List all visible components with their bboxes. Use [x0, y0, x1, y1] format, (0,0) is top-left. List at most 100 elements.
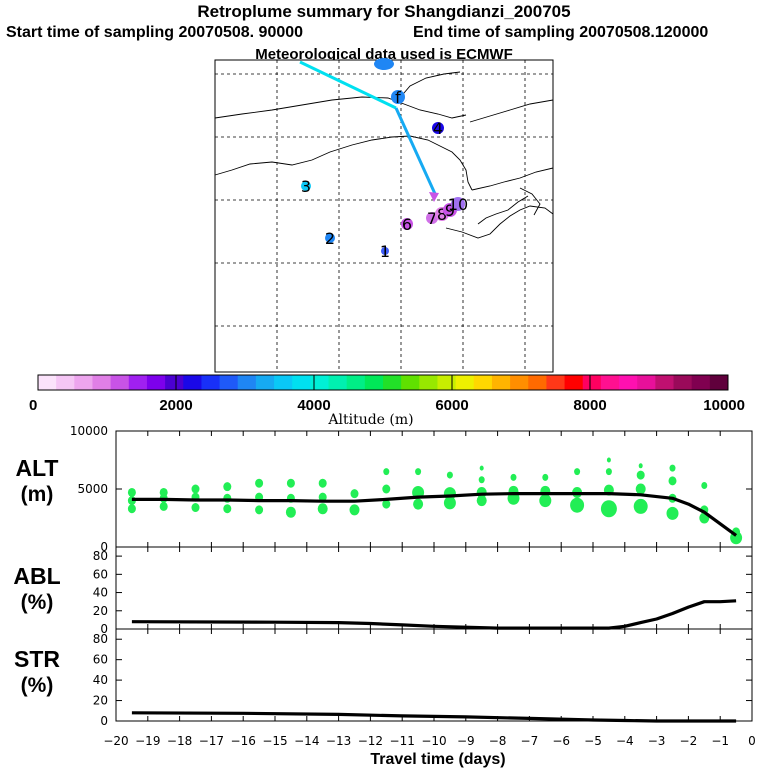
scatter-point: [542, 473, 549, 481]
colorbar-swatch: [74, 375, 93, 390]
x-tick-label: −18: [167, 734, 192, 748]
map-graticule: [215, 60, 553, 372]
colorbar-swatch: [655, 375, 675, 390]
marker-dot: [325, 233, 335, 243]
colorbar-swatch: [546, 375, 566, 390]
scatter-point: [382, 484, 391, 494]
map-frame: [214, 59, 554, 373]
colorbar-swatch: [310, 375, 330, 390]
x-tick-label: −19: [135, 734, 160, 748]
colorbar-swatch: [110, 375, 130, 390]
trajectory-line-south: [394, 107, 438, 197]
marker-label: 1: [380, 242, 390, 261]
scatter-point: [666, 506, 679, 520]
scatter-point: [446, 471, 453, 479]
scatter-point: [443, 496, 456, 510]
x-tick-label: −13: [326, 734, 351, 748]
colorbar-swatch: [146, 375, 166, 390]
end-time-label: End time of sampling 20070508.120000: [413, 24, 709, 41]
scatter-point: [633, 498, 648, 514]
colorbar-swatch: [292, 375, 311, 390]
x-tick-label: −2: [680, 734, 698, 748]
abl-panel-label-unit: (%): [21, 591, 54, 614]
scatter-point: [443, 487, 456, 501]
marker-label: 8: [437, 205, 447, 224]
x-tick-label: −3: [648, 734, 666, 748]
x-axis: −20 −19 −18 −17 −16 −15 −14 −13 −12 −11 −10 −9 −8 −7−…: [103, 734, 755, 768]
colorbar-tick-label: 0: [29, 397, 37, 414]
scatter-point: [638, 463, 643, 469]
altitude-colorbar: 0 2000 4000 6000 8000 10000 Altitude (m): [29, 374, 745, 428]
colorbar-swatch: [237, 375, 257, 390]
scatter-point: [574, 468, 581, 476]
scatter-point: [318, 492, 327, 502]
y-tick-label: 20: [93, 694, 108, 708]
marker-dot: [451, 197, 465, 211]
trajectory-line-west: [299, 60, 397, 110]
scatter-point: [669, 464, 676, 472]
x-tick-label: −4: [616, 734, 634, 748]
scatter-point: [413, 498, 424, 510]
y-tick-label: 0: [100, 540, 108, 554]
y-tick-label: 60: [93, 567, 108, 581]
scatter-point: [476, 495, 487, 507]
scatter-point: [600, 500, 617, 518]
abl-panel-frame: [115, 546, 753, 630]
y-tick-label: 10000: [70, 424, 108, 438]
scatter-point: [318, 478, 327, 488]
x-tick-label: −20: [103, 734, 128, 748]
colorbar-tick-label: 4000: [297, 397, 330, 414]
scatter-point: [383, 468, 390, 476]
chart-title: Retroplume summary for Shangdianzi_20070…: [197, 2, 571, 21]
scatter-point: [255, 505, 264, 515]
colorbar-swatch: [255, 375, 275, 390]
colorbar-axis-label: Altitude (m): [327, 412, 413, 428]
scatter-point: [415, 468, 422, 476]
scatter-point: [668, 476, 677, 486]
colorbar-swatch: [510, 375, 529, 390]
x-axis-title: Travel time (days): [370, 751, 505, 768]
colorbar-swatch: [183, 375, 202, 390]
alt-panel-label-unit: (m): [21, 483, 54, 506]
scatter-point: [191, 484, 200, 494]
colorbar-swatch: [383, 375, 402, 390]
series-line: [131, 599, 737, 630]
scatter-point: [382, 499, 391, 509]
scatter-point: [285, 506, 296, 518]
colorbar-tick-label: 8000: [573, 397, 606, 414]
y-tick-label: 80: [93, 549, 108, 563]
colorbar-swatch: [364, 375, 384, 390]
x-tick-label: −9: [457, 734, 475, 748]
scatter-point: [510, 473, 517, 481]
colorbar-tick-label: 6000: [435, 397, 468, 414]
trajectory-arrow: [429, 192, 439, 202]
marker-label: 3: [301, 177, 311, 196]
x-tick-label: −6: [552, 734, 570, 748]
y-tick-label: 20: [93, 604, 108, 618]
marker-label: 7: [427, 209, 437, 228]
colorbar-swatch: [455, 375, 475, 390]
scatter-point: [605, 468, 612, 476]
scatter-point: [636, 470, 645, 480]
colorbar-swatch: [328, 375, 348, 390]
scatter-point: [349, 504, 360, 516]
colorbar-swatch: [582, 375, 602, 390]
x-tick-label: −16: [231, 734, 256, 748]
colorbar-swatch: [165, 375, 184, 390]
marker-top: [374, 58, 394, 70]
scatter-point: [478, 476, 485, 484]
colorbar-swatch: [619, 375, 638, 390]
x-tick-label: −1: [711, 734, 729, 748]
marker-label: 2: [325, 229, 335, 248]
met-data-label: Meteorological data used is ECMWF: [255, 46, 513, 63]
abl-panel: 0 20 40 60 80 ABL(%): [13, 546, 753, 636]
marker-label: f: [395, 88, 401, 107]
scatter-point: [191, 503, 200, 513]
y-tick-label: 0: [100, 622, 108, 636]
scatter-point: [479, 465, 484, 471]
scatter-point: [286, 478, 295, 488]
y-tick-label: 5000: [77, 482, 108, 496]
x-tick-label: −17: [199, 734, 224, 748]
colorbar-swatch: [528, 375, 547, 390]
x-tick-label: −14: [294, 734, 319, 748]
